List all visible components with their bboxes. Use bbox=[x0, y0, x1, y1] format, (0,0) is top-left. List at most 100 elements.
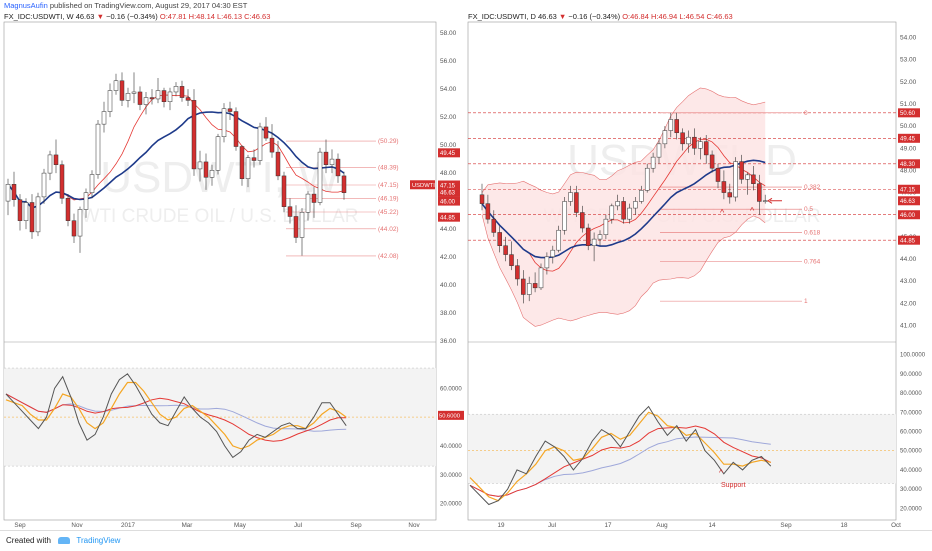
right-time-tick: Aug bbox=[656, 522, 668, 529]
left-panel-frame bbox=[3, 21, 437, 521]
weekly-candle-body bbox=[269, 137, 275, 153]
daily-candle-body bbox=[639, 190, 644, 202]
right-fib-label: 0.764 bbox=[804, 258, 821, 265]
daily-candle-body bbox=[650, 156, 656, 169]
weekly-candle-body bbox=[149, 97, 155, 100]
right-price-tag-label: 46.00 bbox=[900, 213, 916, 219]
weekly-candle-body bbox=[29, 202, 35, 233]
right-support-marker: ^ bbox=[750, 206, 755, 216]
weekly-candle-body bbox=[185, 97, 191, 101]
weekly-candle-body bbox=[41, 172, 47, 198]
weekly-candle-body bbox=[179, 86, 185, 98]
right-support-marker: ^ bbox=[720, 208, 725, 218]
left-time-tick: Sep bbox=[350, 522, 362, 529]
right-osc-tick: 20.0000 bbox=[900, 506, 922, 512]
right-price-tag-label: 49.45 bbox=[900, 137, 916, 143]
right-price-arrow bbox=[767, 197, 782, 204]
daily-candle-body bbox=[603, 218, 609, 235]
weekly-candle-body bbox=[227, 108, 233, 112]
right-time-tick: Jul bbox=[548, 522, 556, 529]
tradingview-logo-icon bbox=[58, 537, 71, 545]
weekly-candle-body bbox=[11, 184, 17, 200]
right-price-tick: 42.00 bbox=[900, 300, 917, 307]
daily-candle-body bbox=[656, 143, 662, 158]
right-last: 46.63 bbox=[538, 12, 557, 21]
footer-brand[interactable]: TradingView bbox=[76, 536, 121, 545]
weekly-candle-body bbox=[65, 198, 71, 221]
left-time-tick: Nov bbox=[408, 522, 420, 529]
right-bollinger-upper bbox=[481, 87, 766, 195]
daily-candle-body bbox=[727, 192, 733, 198]
weekly-candle-body bbox=[233, 111, 239, 147]
daily-candle-body bbox=[585, 227, 591, 246]
left-price-tick: 40.00 bbox=[440, 282, 457, 289]
down-arrow-icon: ▼ bbox=[96, 12, 104, 21]
right-price-tick: 51.00 bbox=[900, 101, 917, 108]
right-osc-tick: 70.0000 bbox=[900, 410, 922, 416]
left-fib-label: (42.08) bbox=[378, 253, 399, 260]
weekly-candle-body bbox=[299, 212, 305, 238]
daily-candle-body bbox=[550, 249, 556, 258]
left-price-tick: 52.00 bbox=[440, 114, 457, 121]
weekly-candle-body bbox=[5, 184, 11, 202]
weekly-candle-body bbox=[209, 170, 215, 178]
weekly-candle-body bbox=[59, 164, 65, 199]
weekly-candle-body bbox=[125, 93, 131, 101]
daily-candle-body bbox=[574, 192, 579, 213]
weekly-candle-body bbox=[293, 216, 299, 238]
down-arrow-icon: ▼ bbox=[558, 12, 567, 21]
daily-candle-body bbox=[686, 136, 691, 145]
right-osc-band bbox=[468, 414, 896, 484]
weekly-candle-body bbox=[23, 202, 29, 221]
weekly-candle-body bbox=[95, 123, 101, 175]
right-panel-frame bbox=[467, 21, 897, 521]
left-symbol-label: FX_IDC:USDWTI, W 46.63 ▼ −0.16 (−0.34%) … bbox=[4, 12, 270, 22]
right-osc-tick: 50.0000 bbox=[900, 449, 922, 455]
right-time-tick: 14 bbox=[708, 522, 716, 529]
right-osc-tick: 90.0000 bbox=[900, 372, 922, 378]
weekly-candle-body bbox=[215, 136, 221, 171]
right-osc-rsi bbox=[469, 425, 772, 497]
weekly-candle-body bbox=[47, 154, 53, 174]
weekly-candle-body bbox=[173, 86, 179, 93]
footer-bar: Created with TradingView bbox=[0, 530, 932, 551]
left-fib-label: (45.22) bbox=[378, 209, 399, 216]
weekly-candle-body bbox=[245, 157, 251, 179]
weekly-candle-body bbox=[275, 151, 281, 177]
right-price-tag bbox=[898, 196, 920, 206]
daily-candle-body bbox=[544, 256, 550, 269]
left-price-tag-label: 47.15 bbox=[440, 183, 456, 189]
right-time-tick: 19 bbox=[497, 522, 505, 529]
daily-candle-body bbox=[751, 174, 756, 184]
right-price-tick: 50.00 bbox=[900, 123, 917, 130]
weekly-candle-body bbox=[119, 80, 125, 101]
right-price-tag bbox=[898, 108, 920, 118]
weekly-candle-body bbox=[239, 146, 245, 179]
right-price-tag-label: 44.85 bbox=[900, 239, 916, 245]
author-link[interactable]: MagnusAufin bbox=[4, 1, 48, 10]
weekly-candle-body bbox=[263, 126, 269, 139]
left-price-tag-label: 44.85 bbox=[440, 215, 456, 221]
right-time-tick: 17 bbox=[604, 522, 612, 529]
weekly-candle-body bbox=[197, 161, 203, 170]
daily-candle-body bbox=[485, 203, 491, 220]
left-time-tick: May bbox=[234, 522, 247, 529]
daily-candle-body bbox=[739, 161, 744, 180]
weekly-candle-body bbox=[53, 154, 59, 165]
left-last: 46.63 bbox=[75, 12, 95, 21]
daily-candle-body bbox=[526, 283, 532, 295]
left-fib-label: (50.29) bbox=[378, 138, 399, 145]
daily-candle-body bbox=[503, 245, 508, 255]
left-price-tag-label: 46.00 bbox=[440, 199, 456, 205]
left-price-tag-label: 46.63 bbox=[440, 191, 456, 197]
right-price-tag-label: 47.15 bbox=[900, 188, 916, 194]
right-osc-tick: 80.0000 bbox=[900, 391, 922, 397]
left-price-tag bbox=[438, 180, 460, 190]
weekly-candle-body bbox=[329, 158, 335, 165]
weekly-candle-body bbox=[203, 161, 209, 178]
right-change: −0.16 (−0.34%) bbox=[568, 12, 621, 21]
right-support-caret: ^ bbox=[719, 468, 724, 478]
daily-candle-body bbox=[538, 267, 544, 289]
left-price-tick: 48.00 bbox=[440, 170, 457, 177]
